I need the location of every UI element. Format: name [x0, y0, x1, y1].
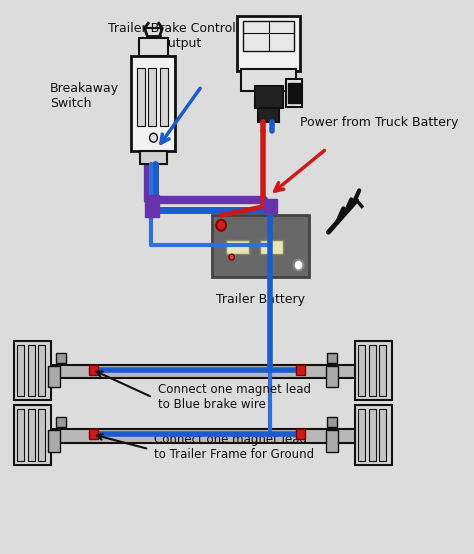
- Bar: [14, 406, 51, 465]
- Bar: [296, 365, 305, 375]
- Bar: [138, 38, 168, 56]
- Bar: [327, 417, 337, 427]
- Bar: [56, 417, 66, 427]
- Bar: [258, 108, 279, 122]
- Bar: [286, 79, 302, 107]
- Text: Breakaway
Switch: Breakaway Switch: [50, 82, 119, 110]
- Bar: [140, 151, 167, 163]
- Bar: [212, 216, 309, 277]
- Circle shape: [294, 260, 303, 270]
- Text: Trailer Battery: Trailer Battery: [216, 293, 305, 306]
- Bar: [241, 69, 296, 91]
- Bar: [56, 352, 66, 362]
- Bar: [17, 345, 24, 397]
- Bar: [369, 345, 376, 397]
- Bar: [237, 16, 301, 71]
- Bar: [89, 429, 98, 439]
- Bar: [326, 430, 338, 452]
- Bar: [358, 345, 365, 397]
- Bar: [379, 345, 386, 397]
- Text: Power from Truck Battery: Power from Truck Battery: [301, 116, 459, 129]
- Bar: [255, 86, 283, 108]
- Bar: [264, 199, 276, 213]
- Bar: [17, 409, 24, 461]
- Bar: [160, 68, 167, 126]
- Bar: [326, 366, 338, 387]
- Bar: [296, 429, 305, 439]
- Bar: [227, 240, 249, 254]
- Bar: [48, 366, 60, 387]
- Bar: [355, 406, 392, 465]
- Bar: [50, 429, 368, 443]
- Bar: [379, 409, 386, 461]
- Bar: [288, 83, 301, 103]
- Text: Connect one magnet lead
to Blue brake wire: Connect one magnet lead to Blue brake wi…: [158, 383, 311, 412]
- Bar: [28, 345, 35, 397]
- Bar: [369, 409, 376, 461]
- Text: Trailer Brake Controller
Output: Trailer Brake Controller Output: [108, 22, 252, 50]
- Bar: [148, 68, 156, 126]
- Bar: [145, 196, 159, 217]
- Text: Connect one magnet lead
to Trailer Frame for Ground: Connect one magnet lead to Trailer Frame…: [155, 433, 314, 461]
- Bar: [14, 341, 51, 401]
- Circle shape: [229, 254, 234, 260]
- Bar: [260, 240, 283, 254]
- Bar: [358, 409, 365, 461]
- Bar: [89, 365, 98, 375]
- Bar: [243, 21, 294, 51]
- Bar: [50, 365, 368, 378]
- Bar: [131, 56, 175, 151]
- Bar: [137, 68, 145, 126]
- Circle shape: [149, 133, 157, 142]
- Bar: [355, 341, 392, 401]
- Bar: [28, 409, 35, 461]
- Bar: [38, 345, 46, 397]
- Bar: [38, 409, 46, 461]
- Bar: [48, 430, 60, 452]
- Bar: [327, 352, 337, 362]
- Circle shape: [216, 220, 226, 230]
